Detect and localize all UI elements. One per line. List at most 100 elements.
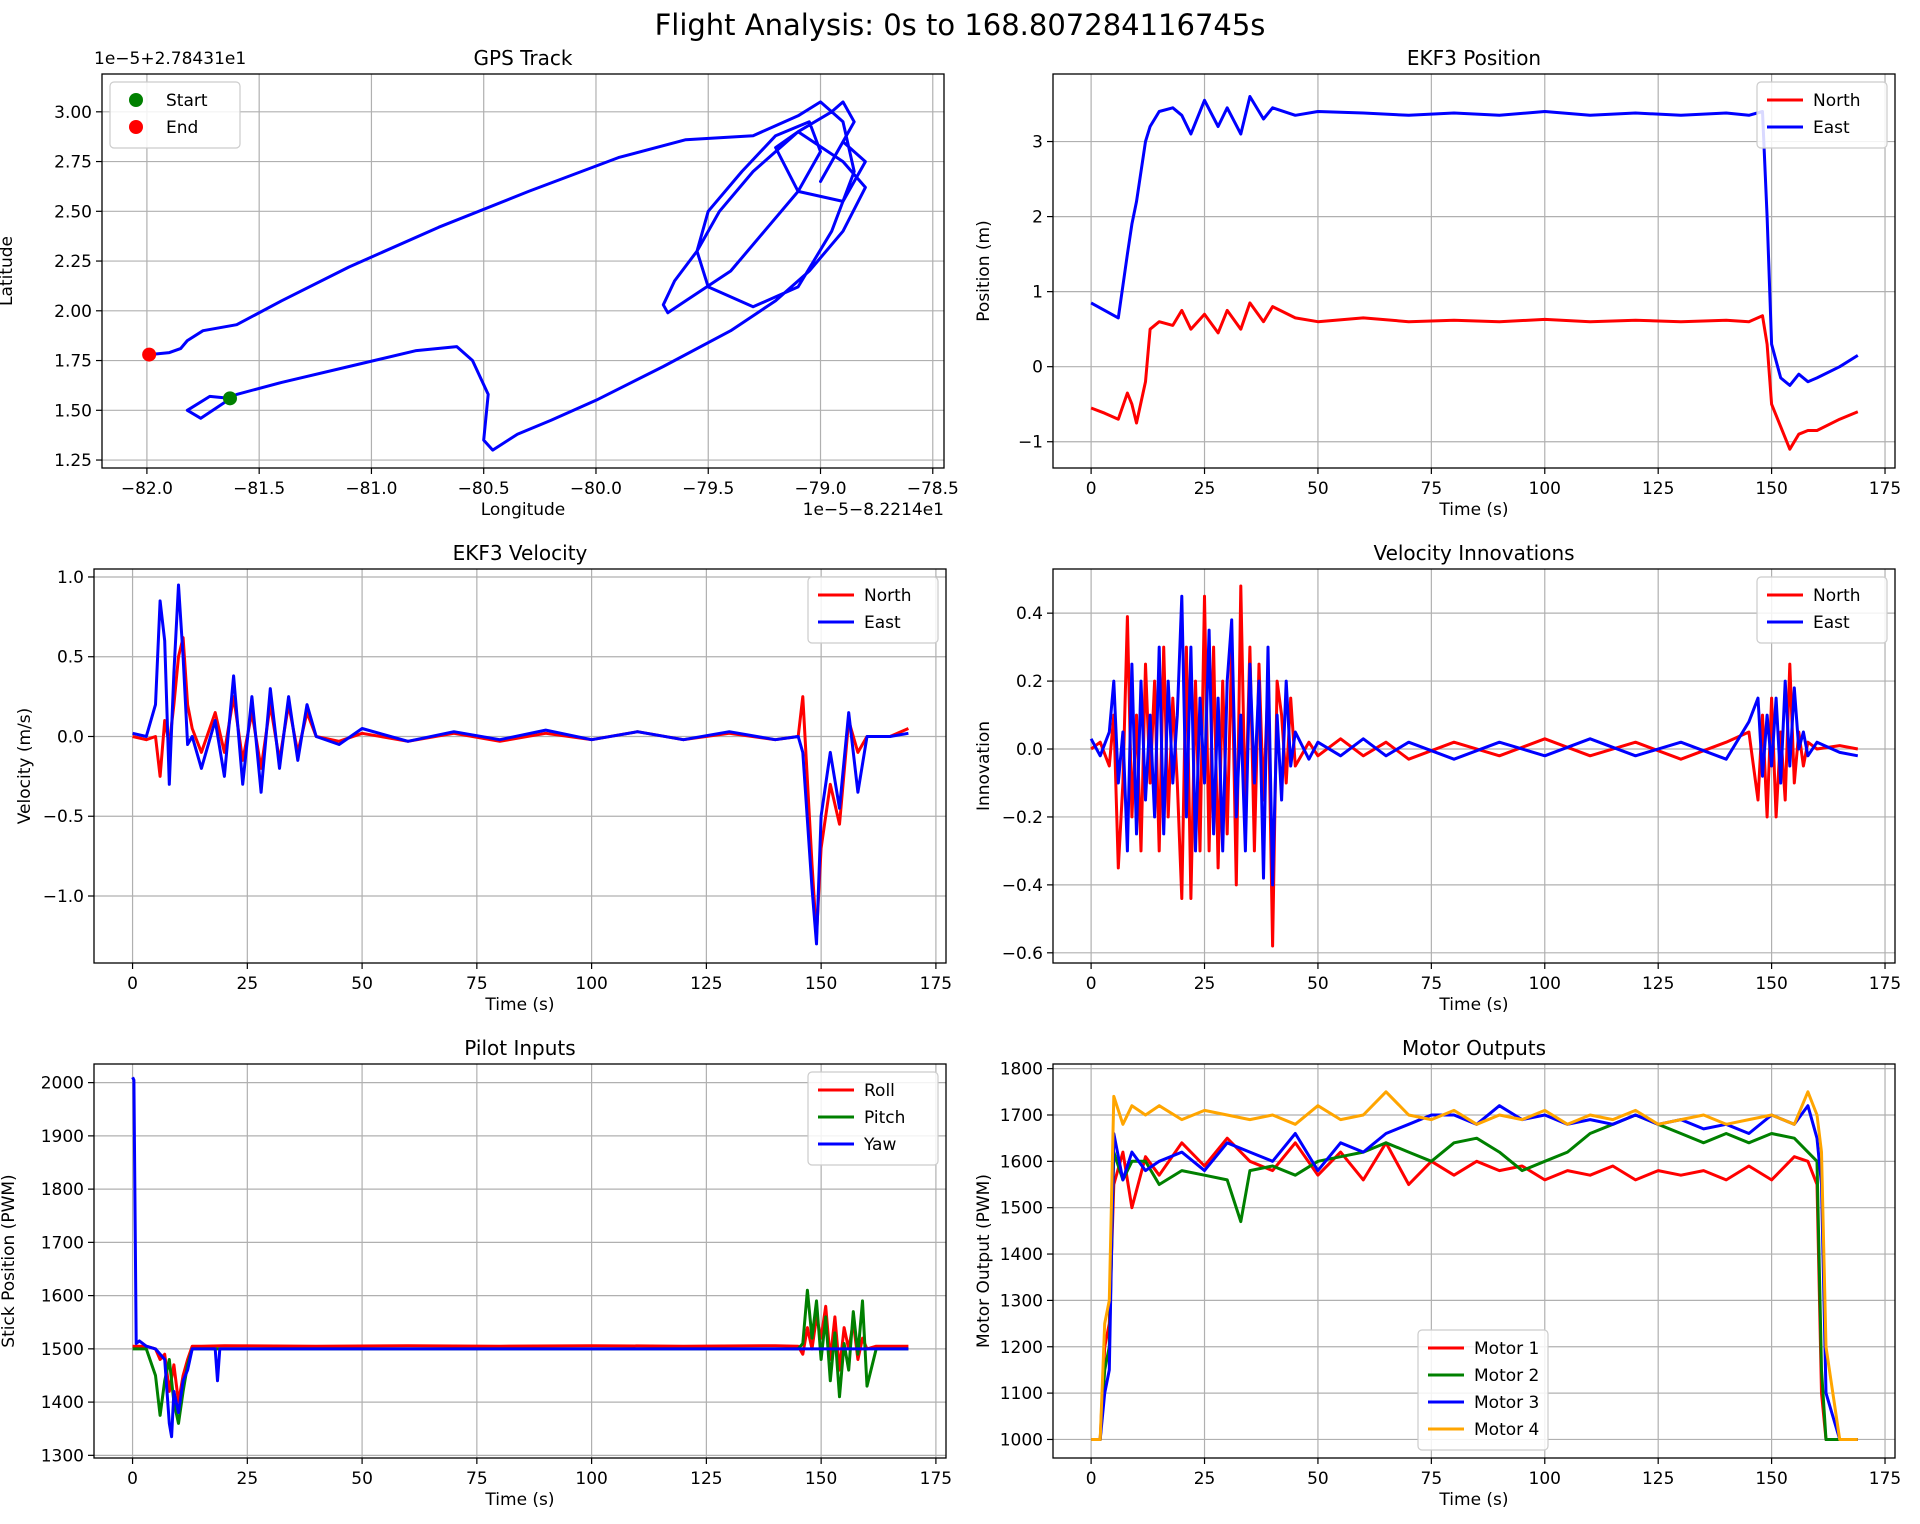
x-tick-label: 100 bbox=[1529, 1469, 1561, 1489]
legend-label: North bbox=[1813, 91, 1861, 111]
legend: Motor 1 Motor 2 Motor 3 Motor 4 bbox=[1417, 1329, 1549, 1451]
y-tick-label: 1.75 bbox=[54, 352, 92, 372]
series-line-north bbox=[1090, 301, 1859, 451]
y-tick-label: 0.5 bbox=[57, 648, 84, 668]
y-tick-label: 2 bbox=[1032, 208, 1043, 228]
series-line-track bbox=[149, 100, 867, 452]
x-tick-label: 0 bbox=[127, 1469, 138, 1489]
y-axis-label: Innovation bbox=[974, 721, 994, 811]
x-tick-label: 75 bbox=[1421, 1469, 1443, 1489]
axes-frame bbox=[93, 1063, 947, 1459]
x-tick-label: 50 bbox=[351, 1469, 373, 1489]
y-tick-label: 1100 bbox=[1000, 1384, 1043, 1404]
x-tick-label: 75 bbox=[1421, 479, 1443, 499]
x-axis-label: Longitude bbox=[481, 500, 566, 520]
legend-label: East bbox=[864, 613, 901, 633]
x-axis-label: Time (s) bbox=[484, 1490, 554, 1510]
y-axis-label: Motor Output (PWM) bbox=[974, 1174, 994, 1348]
legend-label: North bbox=[864, 586, 912, 606]
chart-vel_innov: 0 25 50 75 100 125 150 175 −0.6 −0.4 −0.2 0.0 0.2 0.4… bbox=[974, 541, 1901, 1015]
legend-label: East bbox=[1813, 118, 1850, 138]
x-tick-label: 150 bbox=[805, 1469, 837, 1489]
y-tick-label: −0.5 bbox=[43, 807, 84, 827]
y-tick-label: 1700 bbox=[1000, 1106, 1043, 1126]
chart-title: Velocity Innovations bbox=[1373, 541, 1574, 565]
x-tick-label: 150 bbox=[1755, 479, 1787, 499]
x-axis-label: Time (s) bbox=[1438, 500, 1508, 520]
x-tick-label: 125 bbox=[690, 1469, 722, 1489]
x-tick-label: 100 bbox=[575, 1469, 607, 1489]
x-tick-label: 0 bbox=[127, 974, 138, 994]
x-tick-label: 125 bbox=[690, 974, 722, 994]
x-tick-label: −79.5 bbox=[682, 479, 734, 499]
y-tick-label: −1 bbox=[1018, 433, 1043, 453]
axes-frame bbox=[1052, 568, 1896, 964]
series-line-motor-4 bbox=[1091, 1090, 1858, 1441]
x-tick-label: −81.0 bbox=[345, 479, 397, 499]
legend-box bbox=[1417, 1329, 1549, 1451]
y-tick-label: 1.50 bbox=[54, 401, 92, 421]
legend-label: East bbox=[1813, 613, 1850, 633]
legend-label: Motor 4 bbox=[1474, 1420, 1539, 1440]
chart-title: Pilot Inputs bbox=[464, 1036, 575, 1060]
legend: Roll Pitch Yaw bbox=[807, 1071, 939, 1166]
x-tick-label: 175 bbox=[920, 1469, 952, 1489]
y-tick-label: 1700 bbox=[41, 1233, 84, 1253]
x-tick-label: 100 bbox=[575, 974, 607, 994]
legend-label: Start bbox=[166, 91, 208, 111]
y-tick-label: 1400 bbox=[41, 1393, 84, 1413]
series-line-yaw bbox=[131, 1076, 909, 1439]
y-tick-label: 2.50 bbox=[54, 202, 92, 222]
x-tick-label: 100 bbox=[1529, 974, 1561, 994]
y-tick-label: 1600 bbox=[41, 1287, 84, 1307]
y-tick-label: 1500 bbox=[41, 1340, 84, 1360]
x-tick-label: 0 bbox=[1086, 974, 1097, 994]
legend-marker bbox=[129, 120, 143, 134]
series-line-east bbox=[1090, 95, 1859, 387]
chart-title: EKF3 Position bbox=[1407, 46, 1541, 70]
x-tick-label: −78.5 bbox=[907, 479, 959, 499]
y-tick-label: 1.25 bbox=[54, 451, 92, 471]
y-tick-label: −1.0 bbox=[43, 887, 84, 907]
x-tick-label: 0 bbox=[1086, 1469, 1097, 1489]
y-tick-label: 1800 bbox=[1000, 1060, 1043, 1080]
y-tick-label: 1500 bbox=[1000, 1199, 1043, 1219]
axes-frame bbox=[1052, 73, 1896, 469]
y-tick-label: 0 bbox=[1032, 358, 1043, 378]
y-tick-label: 1300 bbox=[1000, 1291, 1043, 1311]
legend-label: Roll bbox=[864, 1081, 895, 1101]
x-tick-label: 25 bbox=[237, 1469, 259, 1489]
marker-start bbox=[222, 391, 237, 406]
series-line-north bbox=[1090, 584, 1859, 948]
x-axis-label: Time (s) bbox=[484, 995, 554, 1015]
chart-title: GPS Track bbox=[474, 46, 573, 70]
x-tick-label: 25 bbox=[1194, 479, 1216, 499]
x-tick-label: 175 bbox=[1869, 974, 1901, 994]
x-tick-label: −80.5 bbox=[458, 479, 510, 499]
y-tick-label: 3.00 bbox=[54, 103, 92, 123]
y-tick-label: −0.4 bbox=[1002, 876, 1043, 896]
legend-label: Pitch bbox=[864, 1108, 905, 1128]
x-tick-label: 150 bbox=[805, 974, 837, 994]
series-line-east bbox=[1089, 594, 1859, 887]
y-axis-label: Stick Position (PWM) bbox=[0, 1174, 19, 1347]
x-tick-label: 100 bbox=[1529, 479, 1561, 499]
axes-frame bbox=[93, 568, 947, 964]
legend-marker bbox=[129, 93, 143, 107]
legend-label: End bbox=[166, 118, 198, 138]
chart-motors: 0 25 50 75 100 125 150 175 1000 1100 1200 1300 1400 1… bbox=[974, 1036, 1901, 1510]
legend-label: North bbox=[1813, 586, 1861, 606]
y-axis-label: Velocity (m/s) bbox=[15, 708, 35, 825]
x-tick-label: 0 bbox=[1086, 479, 1097, 499]
legend: North East bbox=[1756, 81, 1888, 149]
y-tick-label: 0.4 bbox=[1016, 604, 1043, 624]
chart-gps: −82.0 −81.5 −81.0 −80.5 −80.0 −79.5 −79.0 −78.5… bbox=[0, 46, 959, 520]
y-tick-label: 1600 bbox=[1000, 1152, 1043, 1172]
y-tick-label: 1400 bbox=[1000, 1245, 1043, 1265]
series-line-east bbox=[132, 583, 909, 946]
x-tick-label: 75 bbox=[466, 974, 488, 994]
y-tick-label: 1800 bbox=[41, 1180, 84, 1200]
chart-title: Motor Outputs bbox=[1402, 1036, 1546, 1060]
series-line-roll bbox=[132, 1304, 909, 1404]
figure-title: Flight Analysis: 0s to 168.807284116745s bbox=[654, 8, 1266, 42]
